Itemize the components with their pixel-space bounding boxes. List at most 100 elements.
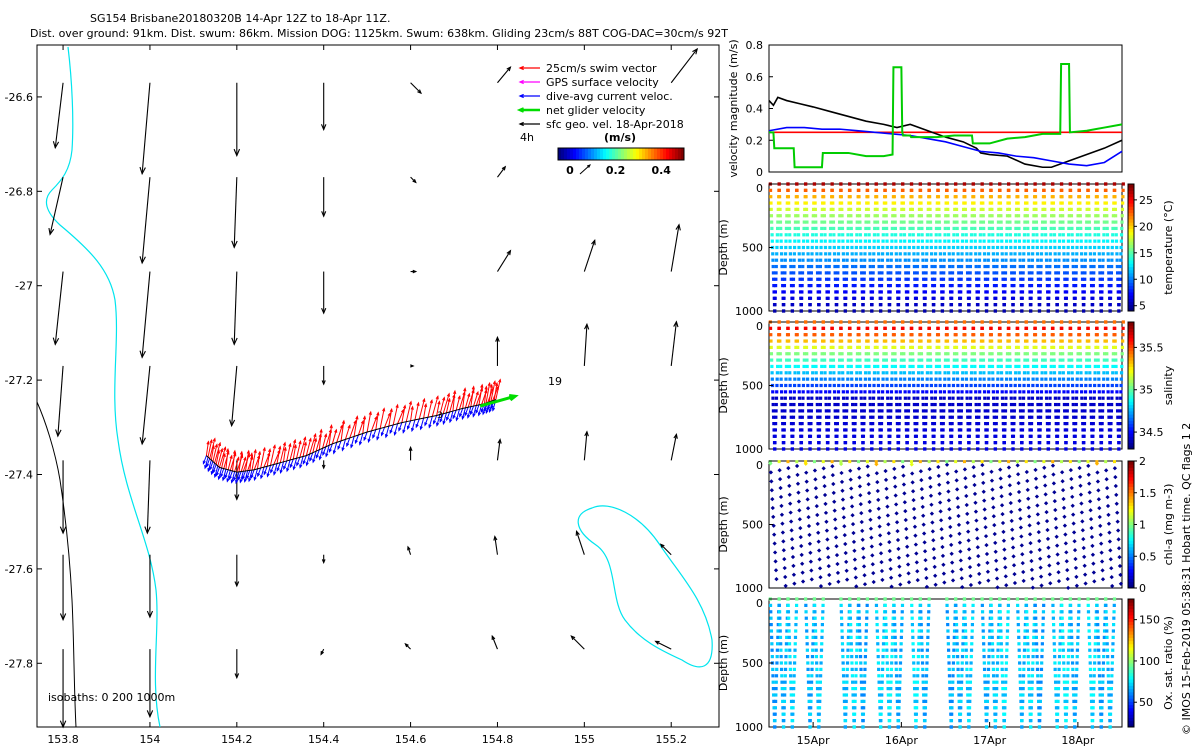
section-ylabel: Depth (m) bbox=[717, 496, 730, 552]
section-point bbox=[890, 661, 894, 665]
section-point bbox=[901, 195, 905, 199]
section-point bbox=[1053, 396, 1057, 400]
section-point bbox=[1071, 258, 1075, 262]
section-point bbox=[1119, 245, 1123, 250]
section-point bbox=[1003, 434, 1007, 438]
section-point bbox=[802, 358, 806, 362]
section-point bbox=[801, 264, 805, 269]
section-point bbox=[1108, 434, 1113, 438]
section-point bbox=[1065, 277, 1069, 281]
section-point bbox=[1061, 371, 1065, 375]
section-point bbox=[1058, 358, 1062, 362]
section-point bbox=[961, 364, 965, 369]
section-point bbox=[837, 239, 841, 243]
section-point bbox=[857, 339, 861, 343]
section-point bbox=[961, 345, 966, 349]
section-point bbox=[970, 214, 974, 218]
section-point bbox=[963, 207, 967, 211]
section-point bbox=[875, 195, 879, 199]
section-point bbox=[800, 579, 806, 584]
section-point bbox=[1071, 264, 1075, 269]
section-point bbox=[921, 409, 926, 413]
section-point bbox=[1050, 352, 1054, 356]
section-point bbox=[1096, 345, 1100, 349]
section-point bbox=[875, 201, 879, 205]
section-point bbox=[849, 364, 853, 369]
section-point bbox=[848, 610, 852, 614]
section-point bbox=[834, 422, 838, 426]
section-point bbox=[1048, 252, 1052, 256]
section-point bbox=[1068, 182, 1072, 186]
section-point bbox=[990, 201, 994, 205]
section-point bbox=[1108, 296, 1113, 300]
section-point bbox=[892, 610, 896, 614]
section-point bbox=[780, 396, 784, 400]
section-point bbox=[772, 422, 776, 426]
section-point bbox=[800, 422, 804, 426]
section-point bbox=[787, 207, 791, 211]
section-point bbox=[868, 245, 872, 250]
section-colorbar-swatch bbox=[1128, 398, 1134, 402]
section-point bbox=[871, 396, 876, 400]
section-point bbox=[864, 220, 868, 224]
section-point bbox=[985, 428, 989, 432]
section-point bbox=[791, 290, 795, 294]
section-point bbox=[775, 655, 779, 659]
section-point bbox=[969, 239, 973, 243]
section-point bbox=[1043, 352, 1047, 356]
section-point bbox=[982, 371, 986, 375]
section-panel-frame bbox=[768, 460, 1123, 589]
section-colorbar-swatch bbox=[1128, 530, 1134, 535]
section-point bbox=[914, 428, 919, 432]
section-point bbox=[937, 201, 941, 205]
section-point bbox=[969, 377, 973, 381]
section-point bbox=[770, 358, 774, 362]
section-point bbox=[968, 264, 973, 269]
glider-track-line bbox=[206, 399, 496, 473]
section-point bbox=[1044, 245, 1048, 250]
section-colorbar-swatch bbox=[1128, 391, 1134, 396]
section-point bbox=[889, 674, 893, 678]
section-point bbox=[899, 352, 904, 356]
section-point bbox=[794, 345, 798, 349]
section-point bbox=[1119, 396, 1123, 400]
section-colorbar-swatch bbox=[1128, 337, 1134, 342]
section-point bbox=[1032, 214, 1036, 218]
section-colorbar-swatch bbox=[1128, 486, 1134, 491]
section-point bbox=[812, 460, 816, 464]
section-point bbox=[945, 471, 950, 476]
section-point bbox=[1052, 345, 1056, 349]
section-point bbox=[1035, 226, 1039, 231]
section-point bbox=[931, 447, 936, 451]
section-point bbox=[848, 460, 852, 464]
section-point bbox=[854, 245, 858, 250]
section-point bbox=[831, 358, 836, 362]
section-point bbox=[837, 364, 841, 369]
section-point bbox=[875, 479, 880, 485]
section-point bbox=[877, 515, 882, 520]
section-point bbox=[1067, 364, 1071, 369]
section-point bbox=[982, 383, 986, 388]
section-point bbox=[1029, 428, 1033, 432]
section-point bbox=[901, 345, 906, 349]
section-point bbox=[862, 582, 868, 587]
section-point bbox=[854, 680, 858, 684]
section-point bbox=[781, 422, 785, 426]
section-point bbox=[1113, 483, 1118, 489]
section-point bbox=[982, 252, 987, 256]
section-point bbox=[778, 339, 782, 343]
section-point bbox=[785, 352, 789, 356]
section-point bbox=[899, 220, 903, 224]
section-point bbox=[957, 277, 961, 281]
section-point bbox=[834, 552, 840, 558]
section-point bbox=[806, 245, 810, 250]
section-point bbox=[880, 271, 884, 275]
section-point bbox=[905, 553, 910, 558]
section-colorbar-swatch bbox=[1128, 304, 1134, 309]
section-point bbox=[1000, 377, 1004, 381]
section-point bbox=[782, 712, 786, 716]
section-point bbox=[1027, 252, 1031, 256]
section-point bbox=[801, 383, 806, 388]
section-point bbox=[1052, 490, 1057, 495]
section-point bbox=[1079, 501, 1084, 506]
